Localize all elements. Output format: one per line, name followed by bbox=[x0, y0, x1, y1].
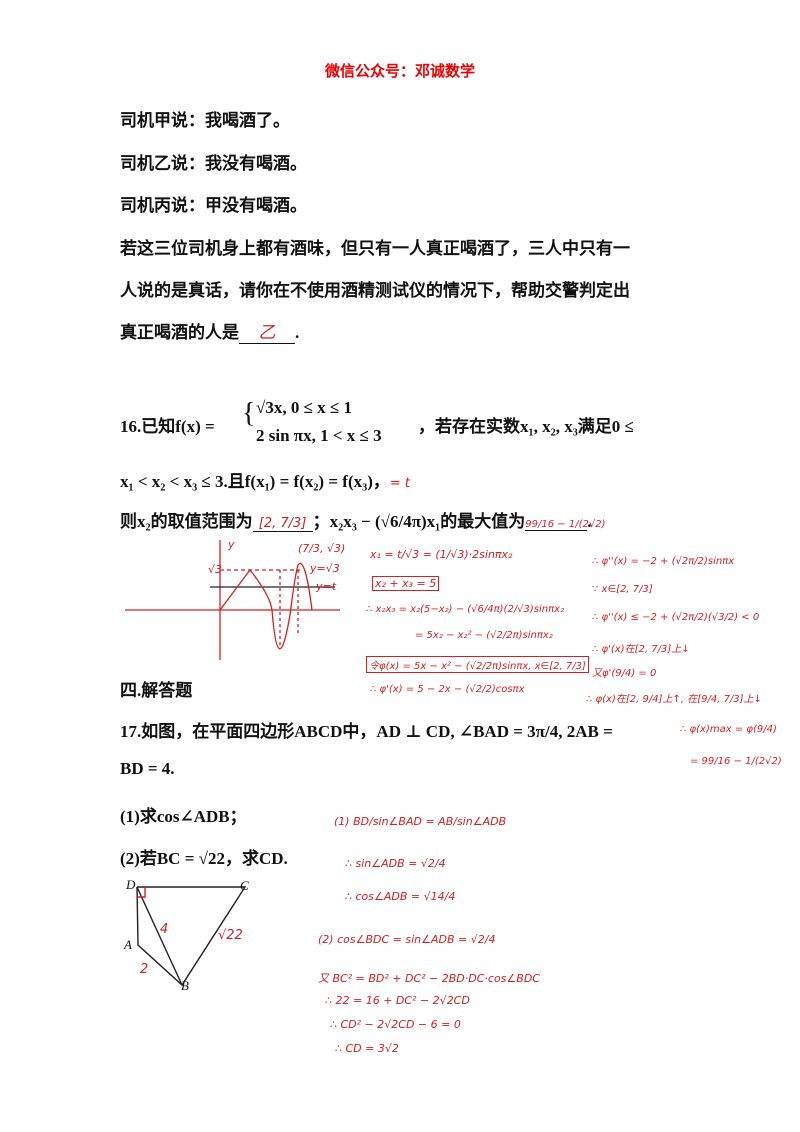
text: 真正喝酒的人是 bbox=[120, 323, 239, 342]
note: x₂ + x₃ = 5 bbox=[372, 576, 440, 591]
text-line: 则x₂的取值范围为 [2, 7/3] ；x₂x₃ − (√6/4π)x₁的最大值为9… bbox=[120, 507, 606, 532]
graph-sketch bbox=[125, 540, 340, 660]
text-line: 真正喝酒的人是乙. bbox=[120, 318, 299, 344]
text-line: ，若存在实数x₁, x₂, x₃满足0 ≤ bbox=[418, 417, 634, 436]
figure bbox=[136, 886, 247, 987]
vertex-label: B bbox=[181, 978, 189, 993]
note: ∴ φ(x)在[2, 9/4]上↑, 在[9/4, 7/3]上↓ bbox=[586, 694, 762, 705]
note: 又 BC² = BD² + DC² − 2BD·DC·cos∠BDC bbox=[318, 972, 540, 985]
note: ∵ x∈[2, 7/3] bbox=[592, 584, 653, 595]
section-title: 四.解答题 bbox=[120, 681, 193, 700]
text-line: 17.如图，在平面四边形ABCD中，AD ⊥ CD, ∠BAD = 3π/4, … bbox=[120, 722, 613, 741]
note: ∴ x₂x₃ = x₂(5−x₂) − (√6/4π)(2/√3)sinπx₂ bbox=[366, 604, 565, 615]
note: 2 bbox=[140, 962, 149, 977]
note: ∴ φ''(x) = −2 + (√2π/2)sinπx bbox=[592, 556, 735, 567]
header-title: 微信公众号：邓诚数学 bbox=[324, 64, 475, 80]
text-line: 司机丙说：甲没有喝酒。 bbox=[120, 196, 307, 215]
answer: 乙 bbox=[239, 318, 295, 344]
text: 则x₂的取值范围为 bbox=[120, 512, 253, 531]
note: (2) cos∠BDC = sin∠ADB = √2/4 bbox=[318, 933, 496, 946]
note: x₁ = t/√3 = (1/√3)·2sinπx₂ bbox=[370, 548, 513, 561]
note: ∴ sin∠ADB = √2/4 bbox=[345, 857, 446, 870]
vertex-label: A bbox=[124, 937, 132, 952]
note: ∴ φ(x)max = φ(9/4) bbox=[680, 724, 777, 735]
note: ∴ 22 = 16 + DC² − 2√2CD bbox=[325, 994, 470, 1007]
note: ∴ φ'(x) = 5 − 2x − (√2/2)cosπx bbox=[370, 684, 525, 695]
vertex-label: C bbox=[240, 878, 249, 893]
case: 2 sin πx, 1 < x ≤ 3 bbox=[256, 426, 382, 445]
note: y=√3 bbox=[310, 562, 340, 575]
text: . bbox=[295, 323, 300, 342]
case: √3x, 0 ≤ x ≤ 1 bbox=[256, 398, 352, 417]
text-line: x₁ < x₂ < x₃ ≤ 3.且f(x₁) = f(x₂) = f(x₃)，… bbox=[120, 467, 410, 492]
note: = t bbox=[389, 476, 410, 491]
text-line: 司机甲说：我喝酒了。 bbox=[120, 111, 290, 130]
text-line: 人说的是真话，请你在不使用酒精测试仪的情况下，帮助交警判定出 bbox=[120, 281, 630, 300]
answer: [2, 7/3] bbox=[252, 516, 313, 532]
note: 又φ'(9/4) = 0 bbox=[592, 668, 657, 679]
note: ∴ CD = 3√2 bbox=[335, 1042, 399, 1055]
note: (1) BD/sin∠BAD = AB/sin∠ADB bbox=[334, 815, 507, 828]
note: ∴ φ''(x) ≤ −2 + (√2π/2)(√3/2) < 0 bbox=[592, 612, 760, 623]
text-line: (2)若BC = √22，求CD. bbox=[120, 849, 288, 868]
text: x₁ < x₂ < x₃ ≤ 3.且f(x₁) = f(x₂) = f(x₃)， bbox=[120, 472, 390, 491]
note: 4 bbox=[160, 922, 169, 937]
text-line: BD = 4. bbox=[120, 759, 175, 778]
note: = 99/16 − 1/(2√2) bbox=[690, 756, 782, 767]
brace: { bbox=[242, 398, 256, 429]
text-line: 司机乙说：我没有喝酒。 bbox=[120, 154, 307, 173]
text-line: 16.已知f(x) = bbox=[120, 417, 215, 436]
text-line: (1)求cos∠ADB； bbox=[120, 807, 247, 826]
note: = 5x₂ − x₂² − (√2/2π)sinπx₂ bbox=[415, 630, 553, 641]
answer: 99/16 − 1/(2√2) bbox=[525, 519, 606, 531]
note: √22 bbox=[218, 928, 243, 943]
note: ∴ cos∠ADB = √14/4 bbox=[345, 890, 456, 903]
text-line: 若这三位司机身上都有酒味，但只有一人真正喝酒了，三人中只有一 bbox=[120, 239, 630, 258]
text: ；x₂x₃ − (√6/4π)x₁的最大值为 bbox=[312, 512, 526, 531]
note: √3 bbox=[208, 563, 223, 576]
note: y bbox=[228, 538, 235, 551]
note: (7/3, √3) bbox=[298, 542, 346, 555]
note: ∴ CD² − 2√2CD − 6 = 0 bbox=[330, 1018, 461, 1031]
note: y=t bbox=[316, 580, 337, 593]
vertex-label: D bbox=[126, 877, 136, 892]
note: 令φ(x) = 5x − x² − (√2/2π)sinπx, x∈[2, 7/… bbox=[366, 656, 589, 673]
note: ∴ φ'(x)在[2, 7/3]上↓ bbox=[592, 644, 690, 655]
text: . bbox=[587, 512, 592, 531]
